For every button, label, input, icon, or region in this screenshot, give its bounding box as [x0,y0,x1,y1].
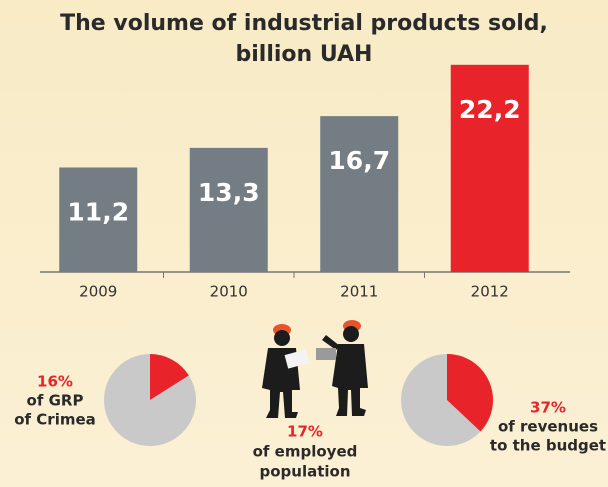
pie-slice [447,353,494,432]
x-tick-label: 2012 [471,283,509,301]
callout-value: 17% [287,423,323,441]
bar-value-label: 11,2 [67,197,129,226]
bar-value-label: 13,3 [198,178,260,207]
bar [450,64,529,272]
pie-caption: of GRP [27,392,84,410]
bar [189,147,268,272]
pie-value-label: 37% [530,399,566,417]
pie-slice [150,354,189,400]
pie-caption: of revenues [498,418,598,436]
chart-title: billion UAH [236,42,373,67]
x-tick-label: 2011 [340,283,378,301]
x-tick-label: 2009 [79,283,117,301]
callout-caption: of employed [253,443,358,461]
workers-icon [262,320,368,418]
pie-caption: to the budget [490,437,606,455]
bar [59,167,138,272]
x-tick-label: 2010 [210,283,248,301]
bar [320,116,399,272]
pie-caption: of Crimea [14,411,96,429]
bar-value-label: 22,2 [459,95,521,124]
callout-caption: population [259,463,350,481]
bar-value-label: 16,7 [328,146,390,175]
pie-value-label: 16% [37,373,73,391]
chart-title: The volume of industrial products sold, [60,11,548,36]
